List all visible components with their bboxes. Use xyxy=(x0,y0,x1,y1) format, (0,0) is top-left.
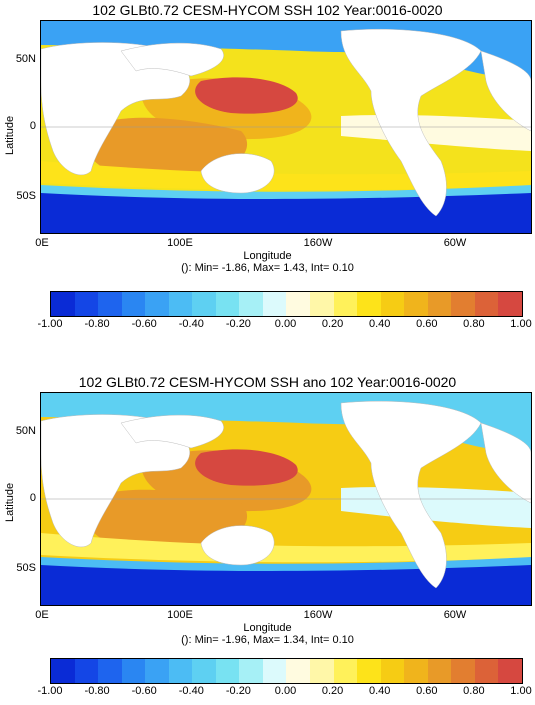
y-tick-0: 0 xyxy=(29,120,36,132)
colorbar-2 xyxy=(50,658,523,684)
colorbar-segment xyxy=(286,659,311,683)
colorbar-segment xyxy=(215,292,240,316)
colorbar-segment xyxy=(145,292,169,316)
x-tick-100e: 100E xyxy=(167,609,193,621)
colorbar-1 xyxy=(50,291,523,317)
colorbar-tick-label: 0.40 xyxy=(368,685,391,697)
y-tick-50n: 50N xyxy=(15,53,36,65)
x-tick-60w: 60W xyxy=(443,609,467,621)
colorbar-tick-label: -0.20 xyxy=(225,685,251,697)
colorbar-segment xyxy=(262,659,287,683)
colorbar-segment xyxy=(474,659,499,683)
colorbar-segment xyxy=(98,292,122,316)
x-tick-100e: 100E xyxy=(167,237,193,249)
ssh-field xyxy=(41,21,531,233)
field-stats: (): Min= -1.86, Max= 1.43, Int= 0.10 xyxy=(181,262,354,274)
colorbar-tick-label: 0.80 xyxy=(463,685,485,697)
colorbar-tick-label: 0.20 xyxy=(321,318,344,330)
colorbar-tick-label: 0.40 xyxy=(368,318,391,330)
colorbar-segment xyxy=(98,659,122,683)
colorbar-tick-label: -0.20 xyxy=(225,318,251,330)
colorbar-tick-label: 0.80 xyxy=(463,318,485,330)
colorbar-tick-label: -0.40 xyxy=(178,685,204,697)
ssh-map xyxy=(40,20,532,234)
colorbar-segment xyxy=(192,659,216,683)
map-title: 102 GLBt0.72 CESM-HYCOM SSH ano 102 Year… xyxy=(78,374,457,390)
colorbar-segment xyxy=(333,659,358,683)
colorbar-segment xyxy=(51,292,75,316)
colorbar-tick-label: -1.00 xyxy=(37,685,63,697)
colorbar-tick-label: 0.60 xyxy=(416,318,438,330)
x-tick-0e: 0E xyxy=(35,609,49,621)
colorbar-segment xyxy=(168,292,193,316)
colorbar-segment xyxy=(427,659,452,683)
colorbar-segment xyxy=(404,659,428,683)
colorbar-segment xyxy=(74,659,99,683)
x-tick-160w: 160W xyxy=(303,609,333,621)
ssh-anomaly-field xyxy=(41,393,531,605)
colorbar-tick-label: -0.80 xyxy=(84,685,110,697)
colorbar-segment xyxy=(74,292,99,316)
colorbar-segment xyxy=(192,292,216,316)
colorbar-segment xyxy=(333,292,358,316)
x-axis-label: Longitude xyxy=(243,622,292,634)
field-stats: (): Min= -1.96, Max= 1.34, Int= 0.10 xyxy=(181,634,354,646)
colorbar-segment xyxy=(427,292,452,316)
x-tick-60w: 60W xyxy=(443,237,467,249)
colorbar-segment xyxy=(404,292,428,316)
x-axis-label: Longitude xyxy=(243,250,292,262)
colorbar-segment xyxy=(380,292,405,316)
colorbar-segment xyxy=(215,659,240,683)
colorbar-segment xyxy=(51,659,75,683)
colorbar-segment xyxy=(262,292,287,316)
colorbar-tick-label: -0.60 xyxy=(131,685,157,697)
colorbar-segment xyxy=(357,292,381,316)
colorbar-tick-label: 0.60 xyxy=(416,685,438,697)
colorbar-2-ticks: -1.00 -0.80 -0.60 -0.40 -0.20 0.00 0.20 0.40 0.6… xyxy=(37,685,531,699)
colorbar-segment xyxy=(286,292,311,316)
colorbar-segment xyxy=(145,659,169,683)
colorbar-segment xyxy=(451,659,475,683)
colorbar-tick-label: -1.00 xyxy=(37,318,63,330)
y-tick-50s: 50S xyxy=(16,562,36,574)
colorbar-segment xyxy=(498,659,522,683)
colorbar-segment xyxy=(357,659,381,683)
colorbar-segment xyxy=(474,292,499,316)
y-tick-50n: 50N xyxy=(15,425,36,437)
colorbar-tick-label: 0.00 xyxy=(274,318,297,330)
colorbar-segment xyxy=(239,292,263,316)
x-tick-160w: 160W xyxy=(303,237,333,249)
map-title: 102 GLBt0.72 CESM-HYCOM SSH 102 Year:001… xyxy=(92,2,443,18)
y-tick-0: 0 xyxy=(29,492,36,504)
x-tick-0e: 0E xyxy=(35,237,49,249)
colorbar-segment xyxy=(121,659,146,683)
y-tick-50s: 50S xyxy=(16,190,36,202)
colorbar-segment xyxy=(451,292,475,316)
colorbar-segment xyxy=(380,659,405,683)
colorbar-tick-label: -0.80 xyxy=(84,318,110,330)
colorbar-tick-label: 1.00 xyxy=(510,685,532,697)
colorbar-tick-label: 0.00 xyxy=(274,685,297,697)
colorbar-tick-label: 0.20 xyxy=(321,685,344,697)
colorbar-segment xyxy=(168,659,193,683)
colorbar-tick-label: -0.60 xyxy=(131,318,157,330)
colorbar-1-ticks: -1.00 -0.80 -0.60 -0.40 -0.20 0.00 0.20 0.40 0.6… xyxy=(37,318,531,332)
colorbar-segment xyxy=(239,659,263,683)
colorbar-segment xyxy=(310,292,334,316)
colorbar-tick-label: -0.40 xyxy=(178,318,204,330)
colorbar-segment xyxy=(121,292,146,316)
colorbar-tick-label: 1.00 xyxy=(510,318,532,330)
colorbar-segment xyxy=(310,659,334,683)
colorbar-segment xyxy=(498,292,522,316)
ssh-anomaly-map xyxy=(40,392,532,606)
